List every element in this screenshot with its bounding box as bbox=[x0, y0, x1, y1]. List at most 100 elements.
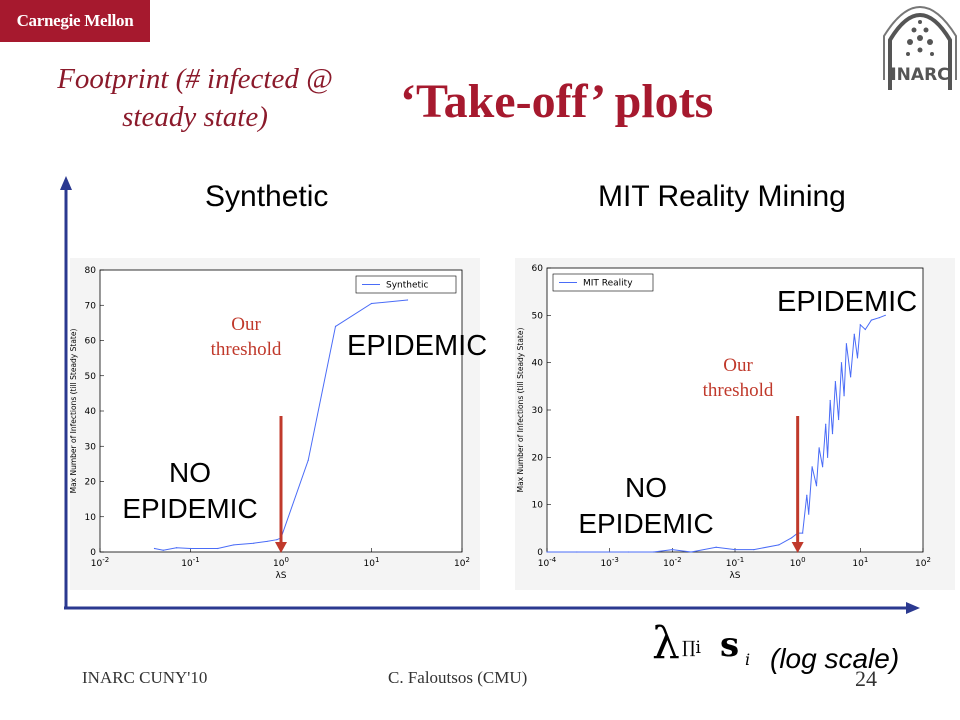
series-point bbox=[834, 381, 836, 383]
series-point bbox=[406, 299, 409, 301]
right-threshold-label: Our threshold bbox=[678, 353, 798, 403]
x-tick-label: 102 bbox=[915, 556, 931, 569]
series-point bbox=[162, 549, 164, 551]
series-point bbox=[753, 549, 755, 551]
series-point bbox=[856, 357, 859, 359]
series-point bbox=[217, 547, 219, 550]
series-point bbox=[870, 319, 872, 321]
x-tick-label: 100 bbox=[790, 556, 806, 569]
right-epidemic-label: EPIDEMIC bbox=[777, 286, 918, 318]
y-tick-label: 70 bbox=[85, 301, 97, 311]
series-point bbox=[850, 376, 852, 378]
y-tick-label: 60 bbox=[532, 264, 544, 274]
lambda-symbol: λ bbox=[652, 618, 680, 669]
series-point bbox=[233, 544, 235, 546]
x-tick-label: 102 bbox=[454, 556, 470, 569]
series-point bbox=[175, 547, 178, 549]
right-no-epidemic-label: NO EPIDEMIC bbox=[556, 470, 736, 542]
y-tick-label: 30 bbox=[85, 442, 97, 452]
series-point bbox=[878, 317, 880, 319]
threshold-arrowhead bbox=[791, 542, 804, 553]
series-point bbox=[826, 456, 829, 458]
series-point bbox=[838, 418, 840, 421]
legend-box bbox=[552, 273, 654, 292]
inarc-badge-text: INARC bbox=[890, 65, 949, 85]
y-tick-label: 50 bbox=[532, 311, 544, 321]
series-point bbox=[831, 433, 834, 435]
x-tick-label: 10-3 bbox=[600, 556, 618, 569]
legend-box bbox=[355, 275, 457, 294]
series-point bbox=[690, 551, 692, 553]
y-tick-label: 60 bbox=[85, 337, 97, 347]
series-point bbox=[818, 447, 820, 449]
series-point bbox=[627, 551, 630, 553]
left-threshold-label: Our threshold bbox=[186, 312, 306, 362]
carnegie-mellon-logo: Carnegie Mellon bbox=[0, 0, 150, 42]
series-point bbox=[815, 485, 818, 487]
y-tick-label: 20 bbox=[85, 478, 97, 488]
left-threshold-line1: Our bbox=[231, 314, 261, 335]
threshold-arrowhead bbox=[275, 542, 287, 553]
x-tick-label: 101 bbox=[364, 556, 380, 569]
series-point bbox=[859, 324, 861, 326]
footer-center: C. Faloutsos (CMU) bbox=[388, 668, 528, 687]
y-tick-label: 40 bbox=[532, 359, 544, 369]
plot-area bbox=[546, 267, 924, 553]
x-axis-label: λS bbox=[275, 571, 286, 581]
chart-synthetic: 10-2 10-1 100 101 10201020304050607080λSMax … bbox=[70, 258, 480, 590]
series-point bbox=[825, 423, 827, 425]
panel-right-title: MIT Reality Mining bbox=[598, 180, 846, 213]
big-y-arrowhead bbox=[60, 176, 72, 190]
series-point bbox=[884, 314, 886, 316]
s-symbol: s bbox=[720, 625, 740, 665]
product-subscript: ∏i bbox=[682, 638, 701, 658]
s-subscript: i bbox=[745, 650, 751, 669]
series-point bbox=[822, 466, 824, 468]
y-axis-label: Max Number of Infections (till Steady St… bbox=[516, 328, 525, 493]
y-tick-label: 10 bbox=[532, 501, 544, 511]
series-point bbox=[715, 546, 717, 548]
slide-number: 24 bbox=[855, 666, 877, 691]
right-threshold-line1: Our bbox=[723, 355, 753, 376]
x-tick-label: 10-4 bbox=[538, 556, 557, 569]
y-axis-label: Max Number of Infections (till Steady St… bbox=[70, 329, 78, 494]
y-tick-label: 10 bbox=[85, 513, 97, 523]
series-point bbox=[840, 362, 843, 364]
series-point bbox=[734, 549, 736, 551]
series-point bbox=[546, 551, 548, 553]
series-point bbox=[266, 540, 268, 543]
left-no-line: NO bbox=[169, 457, 211, 488]
series-point bbox=[845, 343, 848, 345]
series-line bbox=[154, 299, 408, 551]
y-tick-label: 40 bbox=[85, 407, 97, 417]
series-point bbox=[829, 399, 831, 402]
series-point bbox=[806, 494, 808, 496]
x-tick-label: 100 bbox=[273, 556, 289, 569]
series-point bbox=[864, 328, 866, 331]
y-tick-label: 20 bbox=[532, 453, 544, 463]
series-point bbox=[253, 542, 255, 544]
left-epidemic-label: EPIDEMIC bbox=[347, 330, 488, 362]
series-point bbox=[811, 466, 813, 468]
series-point bbox=[853, 333, 855, 335]
series-point bbox=[652, 551, 655, 553]
right-no-line: NO bbox=[625, 472, 667, 503]
series-point bbox=[334, 325, 337, 327]
series-point bbox=[671, 549, 673, 551]
left-epidemic-line: EPIDEMIC bbox=[122, 493, 258, 524]
series-point bbox=[808, 513, 810, 515]
legend-label: MIT Reality bbox=[583, 279, 633, 289]
y-tick-label: 50 bbox=[85, 372, 97, 382]
legend-label: Synthetic bbox=[386, 281, 429, 291]
series-point bbox=[778, 544, 780, 546]
x-tick-label: 10-1 bbox=[181, 556, 199, 569]
series-point bbox=[790, 537, 793, 539]
inarc-logo: INARC bbox=[883, 6, 957, 90]
y-tick-label: 0 bbox=[90, 548, 96, 558]
left-threshold-line2: threshold bbox=[210, 339, 282, 360]
series-point bbox=[189, 547, 192, 550]
series-point bbox=[153, 547, 156, 550]
x-tick-label: 10-2 bbox=[91, 556, 109, 569]
series-point bbox=[609, 551, 611, 553]
